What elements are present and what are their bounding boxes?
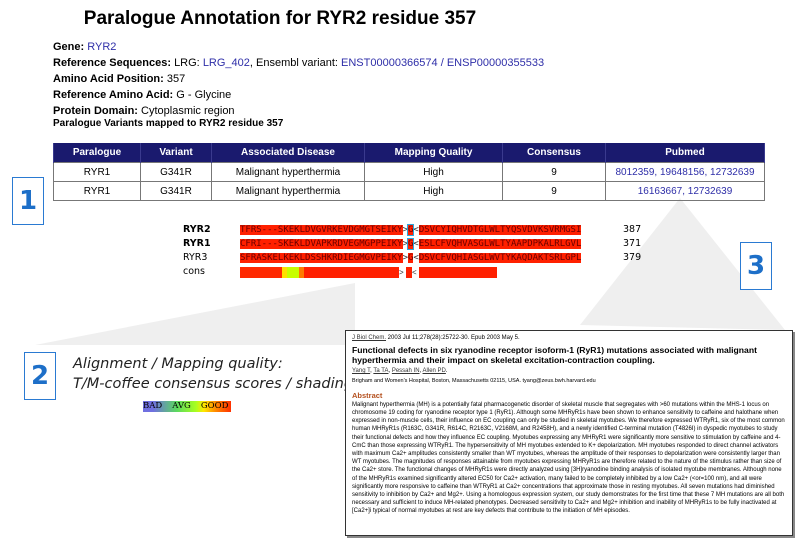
aa-position-row: Amino Acid Position: 357: [53, 73, 186, 85]
gene-row: Gene: RYR2: [53, 41, 117, 53]
paper-title: Functional defects in six ryanodine rece…: [352, 345, 757, 366]
end-position-ryr3: 379: [623, 252, 642, 263]
abstract-heading: Abstract: [352, 390, 383, 400]
table-row: RYR1 G341R Malignant hyperthermia High 9…: [53, 162, 765, 182]
end-position-ryr2: 387: [623, 224, 642, 235]
callout-2: 2: [24, 352, 56, 400]
affiliation: Brigham and Women's Hospital, Boston, Ma…: [352, 378, 596, 385]
author-link[interactable]: Ta TA: [373, 368, 389, 375]
callout-1: 1: [12, 177, 44, 225]
col-consensus: Consensus: [502, 143, 606, 163]
table-heading: Paralogue Variants mapped to RYR2 residu…: [53, 118, 284, 129]
page-title: Paralogue Annotation for RYR2 residue 35…: [83, 8, 477, 29]
seq-label-cons: cons: [183, 266, 206, 277]
citation-line: J Biol Chem. 2003 Jul 11;278(28):25722-3…: [352, 335, 520, 341]
author-link[interactable]: Yang T: [352, 368, 371, 375]
consensus-bar: > <: [240, 267, 497, 278]
col-pubmed: Pubmed: [605, 143, 765, 163]
col-paralogue: Paralogue: [53, 143, 141, 163]
sequence-ryr1: CFRI---SKEKLDVAPKRDVEGMGPPEIKY>G<ESLCFVQ…: [240, 238, 582, 250]
legend-good: GOOD: [200, 401, 229, 411]
sequence-ryr2: TFRS---SKEKLDVGVRKEVDGMGTSEIKY>G<DSVCYIQ…: [240, 224, 582, 236]
gene-link[interactable]: RYR2: [87, 41, 117, 53]
enst-link[interactable]: ENST00000366574: [341, 57, 438, 69]
seq-label-ryr2: RYR2: [183, 224, 211, 235]
author-list: Yang T, Ta TA, Pessah IN, Allen PD.: [352, 368, 448, 375]
pubmed-abstract-panel: J Biol Chem. 2003 Jul 11;278(28):25722-3…: [345, 330, 793, 536]
highlighted-residue: G: [406, 224, 415, 236]
domain-row: Protein Domain: Cytoplasmic region: [53, 105, 235, 117]
variant-info: Gene: RYR2 Reference Sequences: LRG: LRG…: [53, 39, 544, 119]
abstract-text: Malignant hyperthermia (MH) is a potenti…: [352, 401, 785, 515]
lrg-link[interactable]: LRG_402: [202, 57, 250, 69]
col-disease: Associated Disease: [211, 143, 365, 163]
journal-link[interactable]: J Biol Chem.: [352, 335, 387, 341]
pubmed-links[interactable]: 16163667, 12732639: [605, 181, 765, 201]
refseq-row: Reference Sequences: LRG: LRG_402, Ensem…: [53, 57, 545, 69]
author-link[interactable]: Pessah IN: [391, 368, 420, 375]
seq-label-ryr1: RYR1: [183, 238, 211, 249]
callout-3: 3: [740, 242, 772, 290]
highlighted-residue: G: [406, 238, 415, 250]
author-link[interactable]: Allen PD: [422, 368, 446, 375]
legend-bad: BAD: [143, 401, 163, 411]
pubmed-links[interactable]: 8012359, 19648156, 12732639: [605, 162, 765, 182]
score-legend: BAD AVG GOOD: [143, 401, 232, 412]
col-mapping-quality: Mapping Quality: [364, 143, 503, 163]
table-row: RYR1 G341R Malignant hyperthermia High 9…: [53, 181, 765, 201]
sequence-ryr3: SFRASKELKEKLDSSHKRDIEGMGVPEIKY>G<DSVCFVQ…: [240, 253, 582, 263]
end-position-ryr1: 371: [623, 238, 642, 249]
ensp-link[interactable]: ENSP00000355533: [446, 57, 545, 69]
seq-label-ryr3: RYR3: [183, 252, 208, 263]
ref-aa-row: Reference Amino Acid: G - Glycine: [53, 89, 232, 101]
alignment-caption: Alignment / Mapping quality: T/M-coffee …: [73, 356, 354, 392]
paralogue-variants-table: Paralogue Variant Associated Disease Map…: [53, 143, 765, 201]
col-variant: Variant: [140, 143, 212, 163]
legend-avg: AVG: [172, 401, 191, 411]
